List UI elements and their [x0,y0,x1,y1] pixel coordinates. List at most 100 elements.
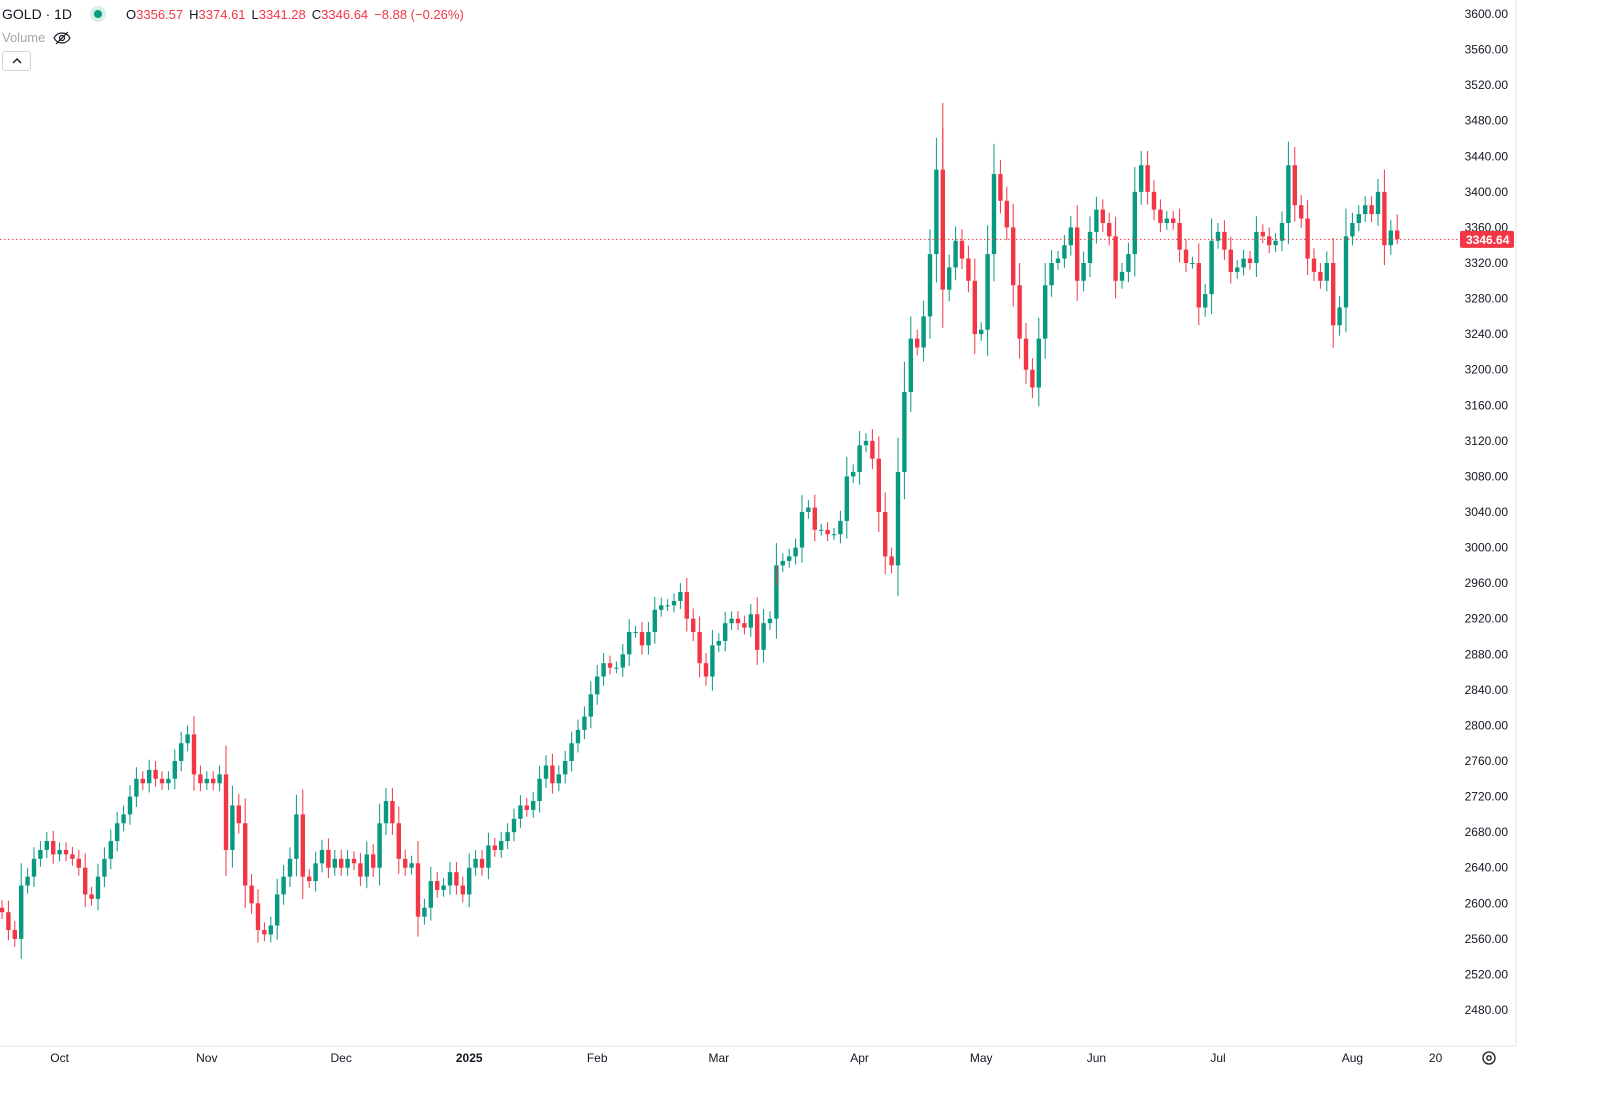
candle [319,839,325,873]
candle [729,611,734,630]
candle [179,731,184,772]
candle-body [761,623,766,650]
candle [831,528,837,540]
candle-body [422,907,427,917]
candle [275,878,280,940]
candle [755,597,760,666]
eye-off-icon[interactable] [53,31,72,45]
candle [1203,283,1208,317]
candle [1343,208,1349,333]
candle [243,798,248,908]
price-tick-label: 2640.00 [1465,861,1509,875]
candle-body [1247,258,1253,264]
candle [671,593,677,613]
candle [51,830,56,864]
candle-body [275,894,280,926]
candle-body [998,174,1003,201]
candle-body [710,645,715,677]
candle [326,838,331,879]
candle-body [89,894,94,899]
candle-body [755,614,760,650]
candle-body [748,614,753,628]
candle [819,523,824,536]
candle-body [287,858,293,877]
candle-body [140,778,145,784]
candle [1305,200,1310,275]
candle [70,846,75,866]
candle [799,495,805,563]
volume-indicator[interactable]: Volume [2,30,72,45]
price-tick-label: 2520.00 [1465,967,1509,981]
candle [57,842,62,862]
candle-body [492,845,497,850]
candle-body [409,863,414,868]
candle-body [1215,231,1221,241]
candle-body [1075,227,1080,281]
candle-body [486,845,491,868]
price-axis[interactable]: 3600.00 3560.00 3520.00 3480.00 3440.00 3400.… [1465,7,1509,1017]
candle-body [921,316,926,348]
time-tick-label: May [970,1051,993,1065]
candle [518,795,523,829]
candle [217,765,222,792]
candle [1183,239,1189,273]
candle-body [774,565,779,619]
symbol-title[interactable]: GOLD · 1D [2,6,73,22]
candle-body [556,774,561,784]
candle [1286,141,1291,245]
candle [236,793,241,834]
candle [716,633,721,653]
candle [921,300,926,362]
time-axis[interactable]: Oct Nov Dec 2025 Feb Mar Apr May Jun Jul Aug 20 [50,1051,1442,1065]
price-tick-label: 3200.00 [1465,363,1509,377]
candle-body [313,863,318,882]
candle [300,789,305,900]
low-label: L [251,6,259,22]
candle [895,437,901,597]
candle-body [563,761,568,775]
gear-icon[interactable] [1481,1050,1497,1066]
candle [1196,243,1201,326]
candle-body [102,858,107,877]
candle-body [607,663,613,668]
price-tick-label: 3600.00 [1465,7,1509,21]
candle-body [569,743,574,762]
candle [902,361,907,500]
time-tick-label: Oct [50,1051,69,1065]
candle-body [1094,209,1099,232]
candle-body [793,547,798,557]
price-tick-label: 3560.00 [1465,43,1509,57]
candle [1215,222,1221,249]
candle [1311,248,1317,282]
candle [780,553,785,573]
candle-body [121,814,126,824]
candle-body [396,823,401,859]
candle-body [1183,249,1189,264]
candle-body [940,169,945,290]
candle [697,616,702,678]
candle [6,900,11,941]
candle [351,851,357,871]
candle [652,596,657,644]
candle-body [697,632,702,664]
candle-body [819,529,824,531]
candle [1209,218,1214,315]
candle [63,842,69,862]
market-status-icon[interactable] [90,6,107,22]
candle-body [857,445,862,472]
candle-body [83,867,88,895]
candle [358,853,363,886]
candle-body [262,929,267,935]
candle [281,865,286,905]
collapse-legend-button[interactable] [2,51,31,71]
candle [76,849,81,876]
price-tick-label: 2920.00 [1465,612,1509,626]
candle [531,792,536,818]
candle-body [1267,236,1272,246]
candle [1062,234,1067,268]
candle-body [1209,240,1214,295]
high-value: 3374.61 [198,6,246,22]
candle [563,750,568,784]
candle-body [1203,294,1208,308]
